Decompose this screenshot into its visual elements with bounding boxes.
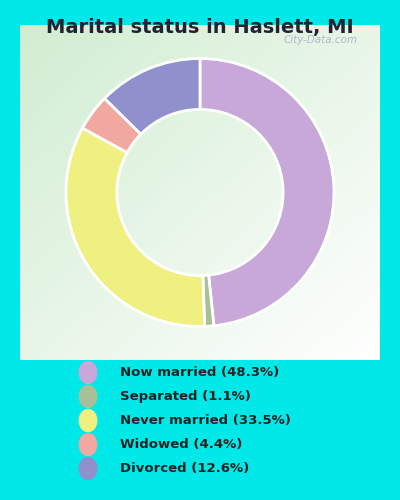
- Wedge shape: [104, 58, 200, 134]
- Wedge shape: [200, 58, 334, 326]
- Text: City-Data.com: City-Data.com: [283, 35, 358, 45]
- Text: Widowed (4.4%): Widowed (4.4%): [120, 438, 242, 451]
- Wedge shape: [82, 98, 141, 152]
- Text: Marital status in Haslett, MI: Marital status in Haslett, MI: [46, 18, 354, 36]
- Text: Divorced (12.6%): Divorced (12.6%): [120, 462, 249, 475]
- Wedge shape: [203, 275, 214, 326]
- Wedge shape: [66, 128, 205, 326]
- Text: Never married (33.5%): Never married (33.5%): [120, 414, 291, 427]
- Text: Separated (1.1%): Separated (1.1%): [120, 390, 251, 403]
- Text: Now married (48.3%): Now married (48.3%): [120, 366, 279, 379]
